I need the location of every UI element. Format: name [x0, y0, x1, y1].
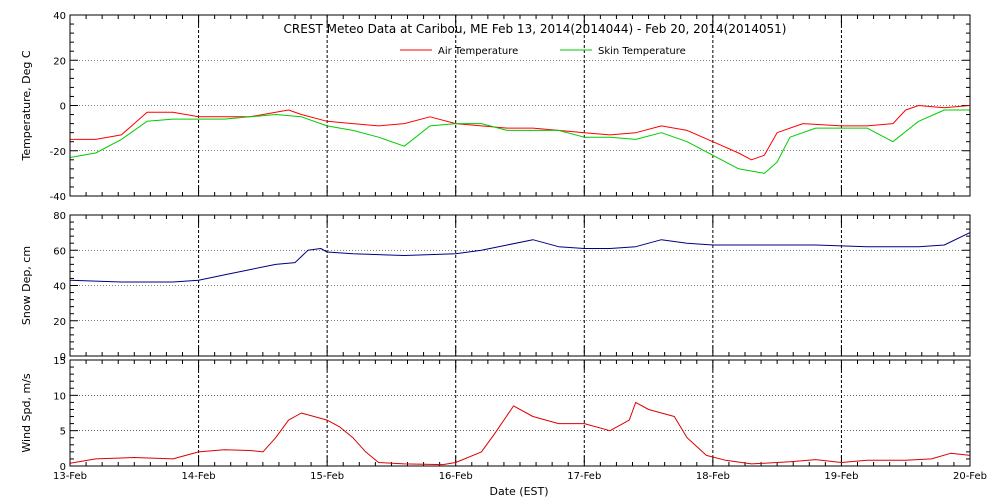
series-line-skin-temperature: [69, 109, 970, 174]
x-tick-label: 14-Feb: [182, 471, 216, 482]
panel-frame: [69, 14, 971, 197]
chart-panels: -40 -20 0 20 40 Temperature, Deg C Air Tempera…: [20, 11, 987, 482]
legend-entry: Air Temperature: [438, 46, 518, 57]
y-tick-label: 60: [53, 246, 66, 257]
y-tick-label: 0: [60, 102, 66, 113]
x-axis-title: Date (EST): [489, 485, 548, 498]
y-tick-label: 5: [60, 427, 66, 438]
panel-snow: 0 20 40 60 80 Snow Dep, cm: [20, 211, 971, 363]
y-tick-label: 10: [53, 391, 66, 402]
y-axis-title: Wind Spd, m/s: [20, 373, 33, 453]
y-axis-title: Temperature, Deg C: [20, 50, 33, 161]
panel-temperature: -40 -20 0 20 40 Temperature, Deg C Air Tempera…: [20, 11, 971, 203]
x-tick-label: 18-Feb: [696, 471, 730, 482]
panel-frame: [69, 359, 971, 467]
x-tick-label: 17-Feb: [567, 471, 601, 482]
y-tick-label: 0: [60, 352, 66, 363]
series-line-wind: [69, 401, 971, 466]
x-tick-label: 16-Feb: [439, 471, 473, 482]
series-line-air-temperature: [70, 105, 971, 161]
panel-wind: 0 5 10 15 Wind Spd, m/s: [20, 356, 971, 473]
x-tick-label: 20-Feb: [953, 471, 987, 482]
y-tick-label: -40: [50, 192, 66, 203]
y-axis-title: Snow Dep, cm: [20, 246, 33, 325]
chart-title: CREST Meteo Data at Caribou, ME Feb 13, …: [284, 22, 787, 36]
y-tick-label: 0: [60, 462, 66, 473]
panel-frame: [69, 214, 971, 357]
legend-entry: Skin Temperature: [598, 46, 686, 57]
series-line-snow: [69, 232, 971, 283]
y-tick-label: 20: [53, 317, 66, 328]
y-tick-label: 40: [53, 11, 66, 22]
y-tick-label: 40: [53, 282, 66, 293]
y-tick-label: 80: [53, 211, 66, 222]
x-tick-label: 13-Feb: [53, 471, 87, 482]
x-tick-label: 19-Feb: [824, 471, 858, 482]
y-tick-label: -20: [50, 147, 66, 158]
y-tick-label: 20: [53, 56, 66, 67]
x-tick-label: 15-Feb: [310, 471, 344, 482]
y-tick-label: 15: [53, 356, 66, 367]
